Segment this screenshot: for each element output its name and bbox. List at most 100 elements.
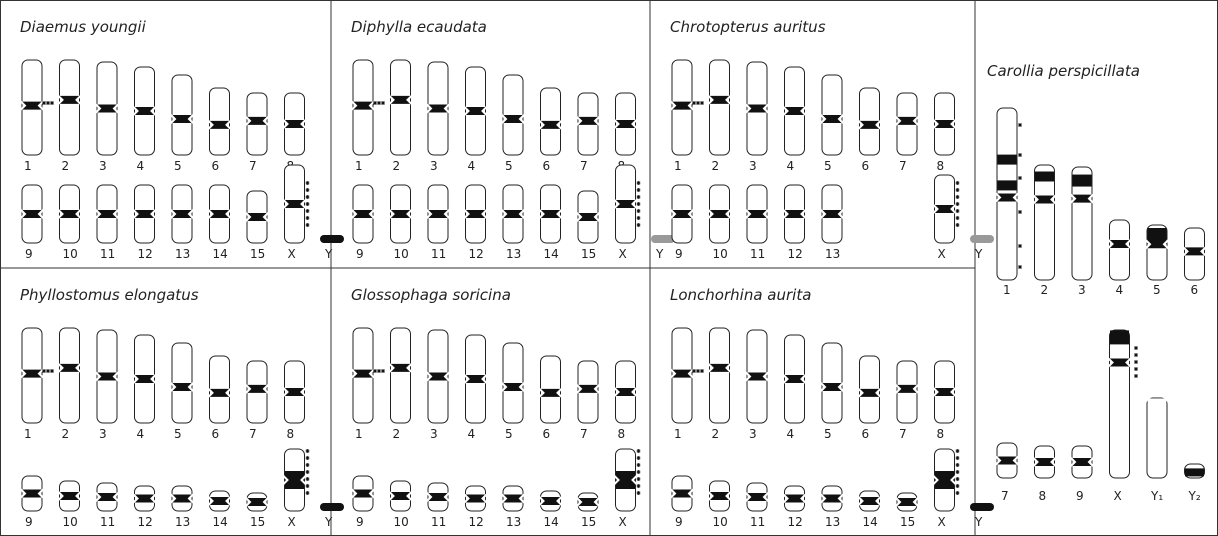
chromosome-label: 9 — [675, 247, 683, 261]
chromosome-label: Y₁ — [1150, 489, 1163, 503]
chromosome — [391, 328, 411, 423]
asterisk — [956, 188, 960, 192]
chromosome-label: 4 — [468, 427, 476, 441]
chromosome-label: 12 — [788, 247, 803, 261]
chromosome-label: 2 — [62, 427, 70, 441]
chromosome — [1035, 165, 1055, 280]
chromosome-label: 7 — [249, 427, 257, 441]
asterisk — [956, 477, 960, 481]
chromosome-label: 11 — [750, 247, 765, 261]
chromosome-label: Y₂ — [1188, 489, 1201, 503]
chromosome-label: 6 — [212, 427, 220, 441]
chromosome-label: X — [938, 247, 946, 261]
asterisk — [956, 484, 960, 488]
chromosome-label: 15 — [581, 515, 596, 529]
asterisk — [956, 456, 960, 460]
chromosome-label: 14 — [544, 247, 559, 261]
band — [1110, 330, 1129, 344]
asterisk — [1018, 176, 1022, 180]
asterisk — [956, 202, 960, 206]
chromosome — [1110, 330, 1130, 478]
asterisk — [306, 209, 310, 213]
asterisk — [637, 491, 641, 495]
chromosome-label: 13 — [506, 515, 521, 529]
panel-title: Diphylla ecaudata — [351, 18, 487, 36]
asterisk — [637, 456, 641, 460]
chromosome-label: 2 — [1041, 283, 1049, 297]
chromosome-label: 7 — [899, 159, 907, 173]
chromosome — [1147, 398, 1167, 478]
band — [1073, 175, 1092, 187]
chromosome-label: X — [619, 247, 627, 261]
chromosome-label: 10 — [63, 515, 78, 529]
chromosome-label: 5 — [174, 159, 182, 173]
chromosome-label: 11 — [100, 247, 115, 261]
chromosome-label: 10 — [394, 515, 409, 529]
asterisk — [692, 369, 696, 373]
asterisk — [637, 202, 641, 206]
asterisk — [306, 449, 310, 453]
chromosome-label: 6 — [543, 159, 551, 173]
asterisk — [1134, 367, 1138, 371]
asterisk — [637, 188, 641, 192]
chromosome-label: 2 — [712, 159, 720, 173]
chromosome-label: 10 — [394, 247, 409, 261]
chromosome-label: 1 — [24, 427, 32, 441]
chromosome-label: 9 — [356, 247, 364, 261]
chromosome-label: 4 — [787, 159, 795, 173]
chromosome-label: 3 — [430, 427, 438, 441]
chromosome — [60, 328, 80, 423]
asterisk — [637, 209, 641, 213]
asterisk — [637, 463, 641, 467]
asterisk — [306, 216, 310, 220]
asterisk — [637, 470, 641, 474]
chromosome-label: 5 — [1153, 283, 1161, 297]
chromosome-label: 1 — [1003, 283, 1011, 297]
asterisk — [956, 463, 960, 467]
chromosome-label: 6 — [862, 427, 870, 441]
asterisk — [956, 216, 960, 220]
chromosome — [391, 60, 411, 155]
chromosome-label: 5 — [824, 159, 832, 173]
chromosome-y — [651, 235, 675, 243]
chromosome-label: 15 — [250, 247, 265, 261]
asterisk — [637, 181, 641, 185]
asterisk — [50, 369, 54, 373]
chromosome-label: 6 — [862, 159, 870, 173]
chromosome-label: 12 — [138, 247, 153, 261]
chromosome-label: 10 — [63, 247, 78, 261]
band — [1035, 172, 1054, 182]
asterisk — [956, 449, 960, 453]
chromosome-label: 4 — [468, 159, 476, 173]
chromosome-label: 8 — [937, 427, 945, 441]
asterisk — [637, 223, 641, 227]
chromosome-label: 5 — [505, 159, 513, 173]
asterisk — [306, 484, 310, 488]
asterisk — [306, 470, 310, 474]
asterisk — [956, 195, 960, 199]
band — [1185, 468, 1204, 476]
asterisk — [696, 369, 700, 373]
chromosome-label: 14 — [213, 247, 228, 261]
chromosome-label: 4 — [1116, 283, 1124, 297]
chromosome-label: 8 — [287, 427, 295, 441]
chromosome-label: 12 — [788, 515, 803, 529]
asterisk — [373, 101, 377, 105]
chromosome-label: X — [288, 515, 296, 529]
chromosome-label: 6 — [1191, 283, 1199, 297]
asterisk — [306, 202, 310, 206]
chromosome-label: 6 — [543, 427, 551, 441]
chromosome-label: 5 — [824, 427, 832, 441]
chromosome-label: 4 — [137, 159, 145, 173]
asterisk — [637, 449, 641, 453]
chromosome-label: 1 — [674, 159, 682, 173]
chromosome-label: 15 — [250, 515, 265, 529]
chromosome-label: 14 — [544, 515, 559, 529]
panel-title: Diaemus youngii — [20, 18, 147, 36]
karyotype-figure: Diaemus youngii123456789101112131415XYDi… — [0, 0, 1218, 536]
chromosome-label: X — [938, 515, 946, 529]
asterisk — [956, 491, 960, 495]
asterisk — [637, 216, 641, 220]
chromosome-label: Y — [655, 247, 664, 261]
chromosome-y — [970, 235, 994, 243]
